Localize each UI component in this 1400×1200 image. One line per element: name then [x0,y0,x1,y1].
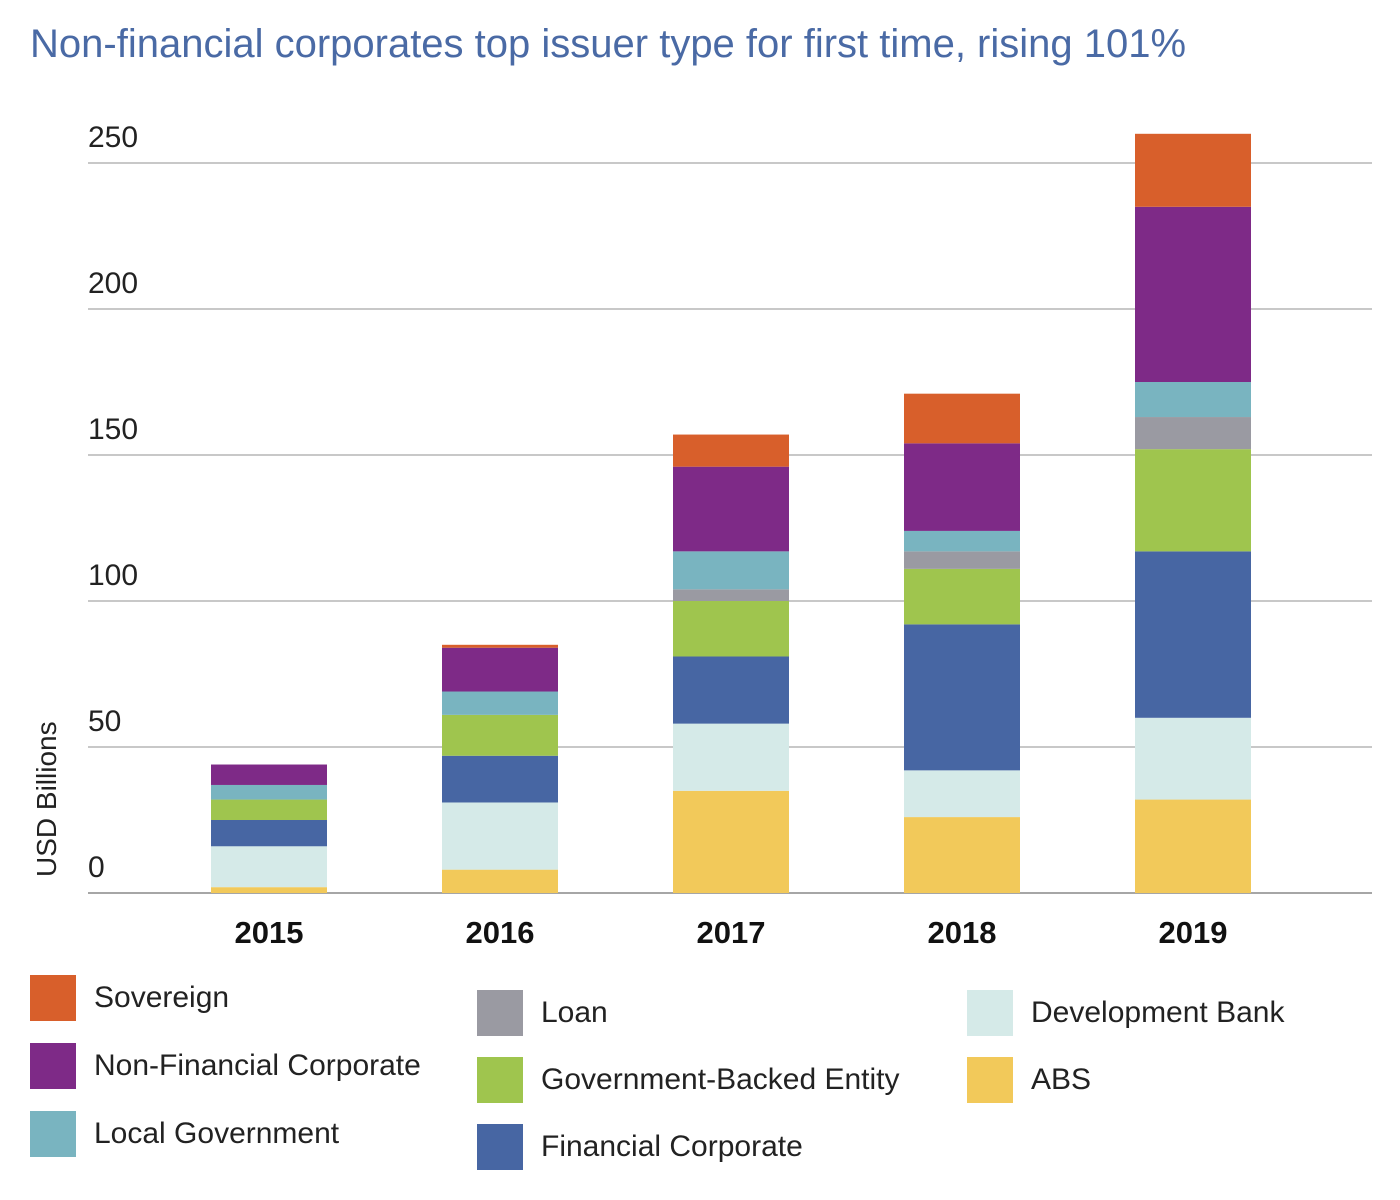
legend-swatch [477,1057,523,1103]
bar-segment-development-bank-2017 [673,723,789,791]
bar-segment-abs-2016 [442,869,558,893]
bar-segment-non-financial-corporate-2015 [211,764,327,785]
legend-swatch [477,1124,523,1170]
bar-segment-sovereign-2016 [442,644,558,648]
legend-item-local-government: Local Government [30,1111,339,1157]
legend-label: Financial Corporate [541,1130,803,1163]
bar-segment-development-bank-2019 [1135,717,1251,800]
bar-segment-local-government-2015 [211,784,327,800]
bar-segment-development-bank-2015 [211,846,327,888]
legend-label: Government-Backed Entity [541,1063,900,1096]
bar-segment-local-government-2017 [673,551,789,590]
x-tick-label-2016: 2016 [466,915,535,950]
legend-swatch [30,1043,76,1089]
bar-segment-sovereign-2019 [1135,133,1251,207]
y-tick-label: 150 [88,413,138,446]
bar-segment-local-government-2018 [904,530,1020,552]
legend-item-loan: Loan [477,990,608,1036]
legend-label: ABS [1031,1063,1092,1096]
legend-item-financial-corporate: Financial Corporate [477,1124,803,1170]
bar-segment-government-backed-entity-2018 [904,568,1020,625]
bar-segment-financial-corporate-2017 [673,656,789,724]
y-axis-title: USD Billions [31,721,62,877]
chart-title: Non-financial corporates top issuer type… [30,22,1187,66]
bar-segment-loan-2018 [904,551,1020,569]
legend-swatch [967,1057,1013,1103]
bar-segment-sovereign-2017 [673,434,789,467]
stacked-bar-chart: 0 50 100 150 200 250 USD Billions 2015 2016 2017 2… [31,121,1372,950]
x-tick-label-2018: 2018 [928,915,997,950]
bar-segment-non-financial-corporate-2018 [904,443,1020,531]
legend-swatch [30,1111,76,1157]
bar-segment-local-government-2019 [1135,382,1251,418]
legend-item-government-backed-entity: Government-Backed Entity [477,1057,900,1103]
bar-segment-government-backed-entity-2016 [442,714,558,756]
y-tick-label: 200 [88,267,138,300]
y-tick-label: 50 [88,705,121,738]
bar-segment-financial-corporate-2019 [1135,551,1251,718]
legend-label: Loan [541,996,608,1029]
bar-segment-abs-2015 [211,887,327,893]
bar-segment-non-financial-corporate-2016 [442,647,558,692]
bar-segment-sovereign-2018 [904,393,1020,444]
y-tick-label: 100 [88,559,138,592]
legend-label: Sovereign [94,981,230,1014]
legend-label: Local Government [94,1117,340,1150]
bar-segment-government-backed-entity-2015 [211,799,327,820]
legend-item-non-financial-corporate: Non-Financial Corporate [30,1043,421,1089]
bar-segment-financial-corporate-2015 [211,820,327,847]
legend-label: Development Bank [1031,996,1285,1029]
bar-segment-abs-2019 [1135,799,1251,893]
legend-swatch [967,990,1013,1036]
bar-segment-abs-2017 [673,790,789,893]
y-tick-label: 0 [88,851,105,884]
legend-item-abs: ABS [967,1057,1091,1103]
legend-item-sovereign: Sovereign [30,975,229,1021]
bar-segment-financial-corporate-2018 [904,624,1020,771]
bar-segment-financial-corporate-2016 [442,755,558,803]
y-tick-label: 250 [88,121,138,154]
legend-item-development-bank: Development Bank [967,990,1284,1036]
x-tick-label-2019: 2019 [1159,915,1228,950]
x-tick-label-2015: 2015 [235,915,304,950]
legend-swatch [477,990,523,1036]
bar-segment-government-backed-entity-2017 [673,601,789,657]
bar-segment-non-financial-corporate-2017 [673,466,789,552]
bar-segment-abs-2018 [904,817,1020,893]
bar-segment-loan-2019 [1135,417,1251,450]
bar-segment-local-government-2016 [442,691,558,715]
bar-segment-non-financial-corporate-2019 [1135,206,1251,382]
x-tick-label-2017: 2017 [697,915,766,950]
legend-swatch [30,975,76,1021]
bar-segment-development-bank-2016 [442,802,558,870]
bar-segment-loan-2017 [673,589,789,601]
bar-segment-government-backed-entity-2019 [1135,449,1251,552]
legend-label: Non-Financial Corporate [94,1049,421,1082]
bar-segment-development-bank-2018 [904,770,1020,818]
